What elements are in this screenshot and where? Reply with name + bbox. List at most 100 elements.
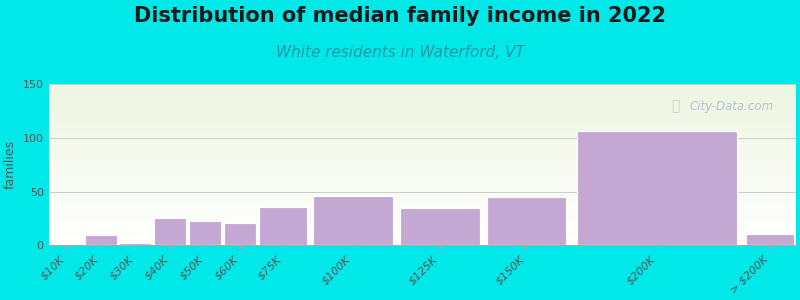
Bar: [49, 187, 796, 188]
Bar: [49, 150, 796, 151]
Bar: [49, 194, 796, 195]
Bar: [259, 207, 307, 245]
Bar: [85, 235, 117, 245]
Bar: [49, 95, 796, 96]
Bar: [49, 199, 796, 200]
Bar: [49, 138, 796, 139]
Bar: [49, 117, 796, 118]
Text: 🌐: 🌐: [672, 99, 680, 113]
Bar: [49, 212, 796, 213]
Bar: [49, 189, 796, 190]
Bar: [49, 101, 796, 102]
Bar: [49, 173, 796, 174]
Bar: [49, 106, 796, 107]
Bar: [49, 225, 796, 226]
Bar: [49, 195, 796, 196]
Bar: [49, 103, 796, 104]
Bar: [49, 169, 796, 170]
Bar: [49, 128, 796, 129]
Bar: [49, 142, 796, 143]
Bar: [49, 149, 796, 150]
Bar: [49, 110, 796, 111]
Bar: [49, 143, 796, 144]
Bar: [49, 177, 796, 178]
Bar: [49, 178, 796, 179]
Bar: [49, 123, 796, 124]
Bar: [49, 163, 796, 164]
Bar: [49, 131, 796, 132]
Bar: [49, 126, 796, 127]
Bar: [49, 114, 796, 115]
Bar: [49, 167, 796, 168]
Bar: [49, 204, 796, 205]
Bar: [49, 223, 796, 224]
Bar: [49, 94, 796, 95]
Bar: [49, 115, 796, 116]
Bar: [49, 228, 796, 229]
Bar: [154, 218, 186, 245]
Bar: [49, 179, 796, 180]
Bar: [49, 129, 796, 130]
Bar: [49, 209, 796, 210]
Bar: [49, 165, 796, 166]
Bar: [49, 237, 796, 238]
Bar: [49, 210, 796, 211]
Bar: [49, 233, 796, 234]
Bar: [49, 220, 796, 221]
Bar: [49, 244, 796, 245]
Bar: [49, 213, 796, 214]
Text: Distribution of median family income in 2022: Distribution of median family income in …: [134, 6, 666, 26]
Bar: [49, 206, 796, 207]
Bar: [49, 96, 796, 97]
Bar: [49, 188, 796, 189]
Bar: [49, 109, 796, 110]
Bar: [49, 160, 796, 161]
Bar: [49, 226, 796, 227]
Bar: [49, 191, 796, 192]
Bar: [49, 205, 796, 206]
Bar: [49, 219, 796, 220]
Bar: [49, 141, 796, 142]
Bar: [49, 181, 796, 182]
Bar: [49, 144, 796, 145]
Bar: [49, 229, 796, 230]
Bar: [49, 102, 796, 103]
Bar: [49, 190, 796, 191]
Bar: [49, 218, 796, 219]
Bar: [49, 172, 796, 173]
Bar: [49, 243, 796, 244]
Bar: [49, 215, 796, 216]
Bar: [313, 196, 393, 245]
Bar: [49, 139, 796, 140]
Text: City-Data.com: City-Data.com: [690, 100, 774, 113]
Bar: [49, 170, 796, 171]
Bar: [49, 214, 796, 215]
Bar: [49, 235, 796, 236]
Bar: [49, 107, 796, 108]
Bar: [49, 148, 796, 149]
Bar: [49, 146, 796, 147]
Bar: [49, 169, 796, 170]
Bar: [49, 162, 796, 163]
Bar: [49, 161, 796, 162]
Bar: [49, 88, 796, 89]
Bar: [49, 180, 796, 181]
Bar: [49, 157, 796, 158]
Bar: [49, 113, 796, 114]
Bar: [49, 100, 796, 101]
Bar: [49, 201, 796, 202]
Bar: [49, 133, 796, 134]
Bar: [49, 192, 796, 193]
Bar: [49, 222, 796, 223]
Bar: [49, 130, 796, 131]
Bar: [49, 111, 796, 112]
Y-axis label: families: families: [4, 140, 17, 189]
Bar: [49, 234, 796, 235]
Bar: [49, 176, 796, 177]
Bar: [49, 145, 796, 146]
Bar: [49, 236, 796, 237]
Bar: [49, 91, 796, 92]
Bar: [49, 202, 796, 203]
Bar: [49, 135, 796, 136]
Bar: [49, 231, 796, 232]
